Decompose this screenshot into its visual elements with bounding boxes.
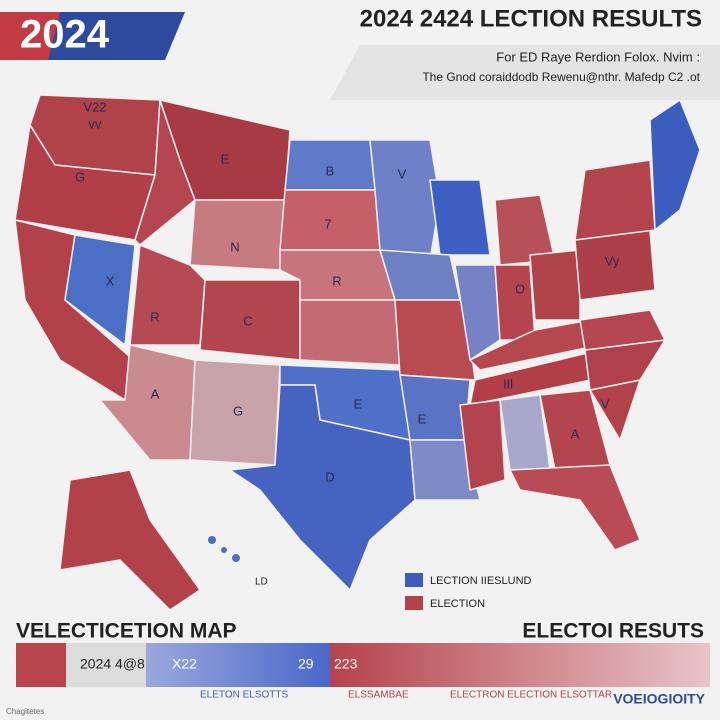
state xyxy=(649,99,701,231)
state xyxy=(529,249,581,321)
state-labels: V22 vv G E N X R C A G B 7 V R E D E O V… xyxy=(75,99,620,587)
sub-label: ELSSAMBAE xyxy=(348,690,409,701)
state-label: C xyxy=(243,313,252,328)
state xyxy=(574,159,656,241)
state-label: V22 xyxy=(83,99,106,114)
legend-label: ELECTION xyxy=(430,598,485,610)
legend-swatch xyxy=(405,573,423,587)
state xyxy=(399,374,471,441)
state-label: LD xyxy=(255,577,268,588)
logo: 2024 xyxy=(20,13,110,57)
state xyxy=(64,234,136,346)
title: 2024 2424 LECTION RESULTS xyxy=(360,5,702,32)
state-label: IIl xyxy=(503,376,513,391)
state xyxy=(494,264,536,341)
state xyxy=(459,399,506,491)
state-label: E xyxy=(221,151,230,166)
state-label: 7 xyxy=(324,216,331,231)
island xyxy=(221,547,227,553)
sub-label: ELETON ELSOTTS xyxy=(200,690,289,701)
bar-segment xyxy=(66,643,146,687)
bar-segment xyxy=(16,643,66,687)
state-label: N xyxy=(230,239,239,254)
state-label: Vy xyxy=(605,253,620,268)
us-map xyxy=(14,94,701,611)
state xyxy=(379,249,461,301)
state-label: V xyxy=(601,396,610,411)
state-label: O xyxy=(515,281,525,296)
state-label: B xyxy=(326,163,335,178)
state xyxy=(59,469,201,611)
island xyxy=(208,536,216,544)
state-label: R xyxy=(332,273,341,288)
state-label: A xyxy=(571,426,580,441)
brand: VOEIOGIOITY xyxy=(613,691,705,707)
state xyxy=(579,309,666,351)
state xyxy=(189,199,286,271)
bar-segment xyxy=(146,643,330,687)
legend-swatch xyxy=(405,596,423,610)
logo-accent xyxy=(0,12,60,60)
state xyxy=(369,139,441,261)
state xyxy=(429,179,491,256)
bar-label: 223 xyxy=(334,656,358,672)
state-label: vv xyxy=(89,116,103,131)
footer-title: VELECTICETION MAP xyxy=(16,620,237,643)
state xyxy=(299,299,401,366)
state-label: E xyxy=(418,411,427,426)
bar-segment xyxy=(330,643,710,687)
credit: Chagitetes xyxy=(6,707,44,716)
legend-label: LECTION IIESLUND xyxy=(430,575,532,587)
state xyxy=(509,464,641,551)
state xyxy=(409,439,481,501)
state-label: R xyxy=(150,309,159,324)
state-label: G xyxy=(233,403,243,418)
state-label: V xyxy=(398,166,407,181)
state-label: X xyxy=(106,273,115,288)
state xyxy=(229,384,416,591)
subtitle: The Gnod coraiddodb Rewenu@nthr. Mafedp … xyxy=(422,70,700,84)
island xyxy=(232,554,240,562)
bar-label: 29 xyxy=(298,656,314,672)
sub-label: ELECTRON ELECTION ELSOTTAR xyxy=(450,690,612,701)
bar-label: 2024 4@8 xyxy=(80,656,145,672)
subtitle-box xyxy=(330,45,720,100)
bar-label: X22 xyxy=(172,656,197,672)
state-label: G xyxy=(75,169,85,184)
subtitle: For ED Raye Rerdion Folox. Nvim : xyxy=(496,49,700,64)
state-label: D xyxy=(325,469,334,484)
state-label: A xyxy=(151,386,160,401)
footer-title: ELECTOI RESUTS xyxy=(522,620,704,643)
state-label: E xyxy=(354,396,363,411)
